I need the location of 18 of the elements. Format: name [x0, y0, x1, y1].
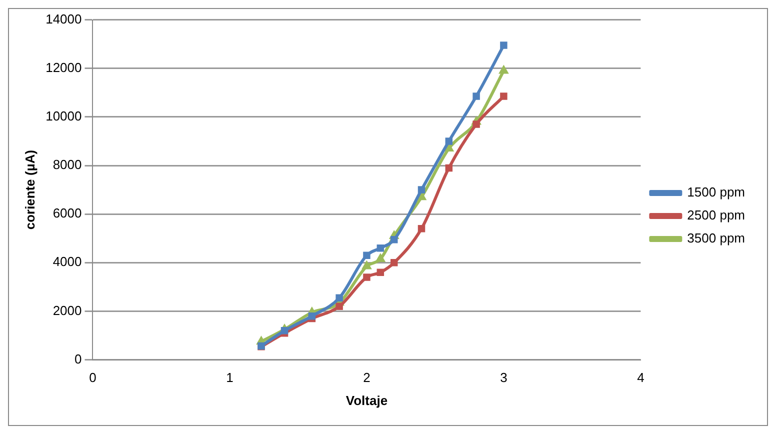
- y-tick-label: 10000: [46, 108, 82, 124]
- x-tick-label: 1: [226, 370, 234, 386]
- y-tick-label: 12000: [46, 60, 82, 75]
- x-tick-label: 4: [637, 370, 644, 386]
- x-axis-title: Voltaje: [346, 392, 388, 408]
- legend-label: 3500 ppm: [687, 230, 746, 246]
- y-tick-label: 2000: [52, 302, 82, 318]
- legend-label: 1500 ppm: [687, 184, 746, 200]
- x-tick-label: 0: [89, 370, 96, 386]
- y-tick-label: 6000: [52, 206, 82, 221]
- y-tick-label: 4000: [52, 254, 82, 270]
- x-tick-label: 2: [363, 370, 370, 386]
- x-tick-label: 3: [500, 370, 508, 386]
- y-tick-label: 8000: [52, 157, 82, 172]
- legend-label: 2500 ppm: [687, 208, 746, 223]
- y-tick-label: 14000: [46, 11, 82, 26]
- y-tick-label: 0: [74, 351, 82, 366]
- y-axis-title: coriente (µA): [22, 150, 38, 230]
